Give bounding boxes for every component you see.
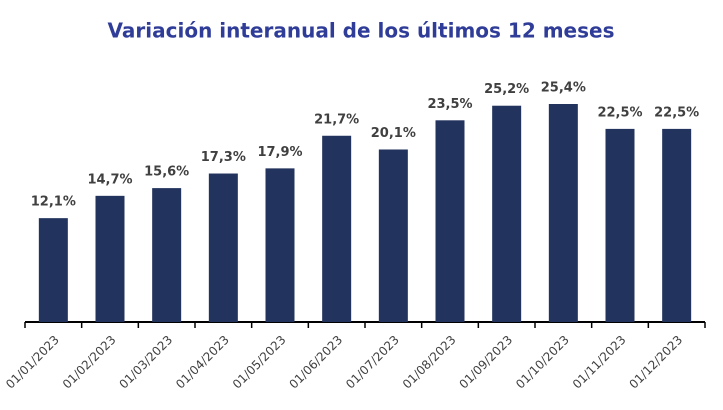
x-tick-label: 01/07/2023 xyxy=(343,333,402,392)
bar xyxy=(435,120,465,322)
x-tick-label: 01/11/2023 xyxy=(570,333,629,392)
x-tick-label: 01/10/2023 xyxy=(513,333,572,392)
bar xyxy=(605,128,635,322)
bar xyxy=(322,135,352,322)
value-label: 15,6% xyxy=(144,165,189,180)
value-label: 25,4% xyxy=(541,81,586,96)
value-label: 23,5% xyxy=(427,97,472,112)
bar xyxy=(662,128,692,322)
x-tick-label: 01/08/2023 xyxy=(400,333,459,392)
bar xyxy=(38,218,68,322)
value-label: 14,7% xyxy=(87,172,132,187)
value-label: 22,5% xyxy=(654,105,699,120)
value-label: 21,7% xyxy=(314,112,359,127)
bar xyxy=(152,188,182,322)
bar xyxy=(208,173,238,322)
value-label: 20,1% xyxy=(371,126,416,141)
bar xyxy=(492,105,522,322)
bar xyxy=(378,149,408,322)
value-label: 12,1% xyxy=(31,195,76,210)
bar xyxy=(548,104,578,322)
x-tick-label: 01/01/2023 xyxy=(3,333,62,392)
bar xyxy=(265,168,295,322)
value-label: 25,2% xyxy=(484,82,529,97)
x-tick-label: 01/09/2023 xyxy=(456,333,515,392)
value-label: 17,3% xyxy=(201,150,246,165)
x-tick-label: 01/03/2023 xyxy=(116,333,175,392)
x-tick-label: 01/12/2023 xyxy=(626,333,685,392)
bar xyxy=(95,195,125,322)
x-tick-label: 01/02/2023 xyxy=(60,333,119,392)
value-label: 22,5% xyxy=(597,105,642,120)
value-label: 17,9% xyxy=(257,145,302,160)
x-tick-label: 01/06/2023 xyxy=(286,333,345,392)
chart-title: Variación interanual de los últimos 12 m… xyxy=(108,19,615,43)
x-tick-label: 01/04/2023 xyxy=(173,333,232,392)
x-tick-label: 01/05/2023 xyxy=(230,333,289,392)
